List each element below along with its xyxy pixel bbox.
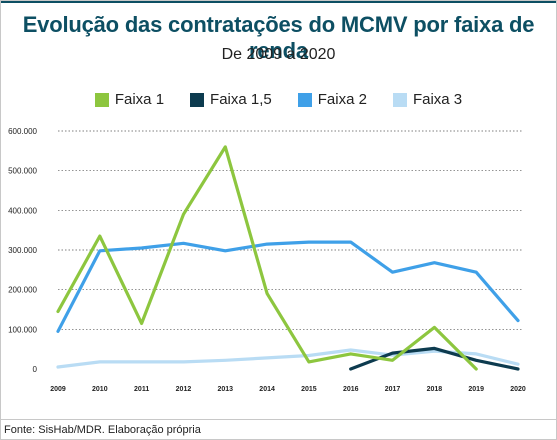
footer-rule xyxy=(0,419,557,420)
x-tick-label: 2016 xyxy=(343,386,359,393)
legend-label-faixa-1-5: Faixa 1,5 xyxy=(210,91,272,108)
x-tick-label: 2013 xyxy=(217,386,233,393)
x-tick-label: 2014 xyxy=(259,386,275,393)
y-tick-label: 200.000 xyxy=(8,286,37,295)
x-tick-label: 2011 xyxy=(134,386,149,393)
legend-swatch-faixa-1 xyxy=(94,92,109,107)
legend-swatch-faixa-1-5 xyxy=(190,92,205,107)
legend-item-faixa-2: Faixa 2 xyxy=(297,91,367,108)
y-tick-label: 600.000 xyxy=(8,127,37,136)
legend-label-faixa-1: Faixa 1 xyxy=(114,91,165,108)
x-tick-label: 2017 xyxy=(385,386,401,393)
legend-item-faixa-3: Faixa 3 xyxy=(392,91,463,108)
top-rule xyxy=(0,0,557,3)
x-tick-label: 2018 xyxy=(427,386,443,393)
legend-label-faixa-3: Faixa 3 xyxy=(412,91,463,108)
legend-swatch-faixa-2 xyxy=(297,92,312,107)
y-tick-label: 500.000 xyxy=(8,167,37,176)
y-tick-label: 0 xyxy=(33,365,38,374)
chart-title: Evolução das contratações do MCMV por fa… xyxy=(22,12,535,63)
legend-item-faixa-1: Faixa 1 xyxy=(94,91,165,108)
y-tick-label: 300.000 xyxy=(8,246,37,255)
legend-swatch-faixa-3 xyxy=(392,92,407,107)
x-tick-label: 2012 xyxy=(176,386,192,393)
chart-subtitle: De 2009 a 2020 xyxy=(221,46,336,63)
chart-legend: Faixa 1 Faixa 1,5 Faixa 2 Faixa 3 xyxy=(0,91,557,108)
legend-label-faixa-2: Faixa 2 xyxy=(317,91,367,108)
series-line-faixa-2 xyxy=(56,240,520,333)
x-tick-label: 2015 xyxy=(301,386,317,393)
x-tick-label: 2010 xyxy=(92,386,108,393)
x-tick-label: 2020 xyxy=(510,386,526,393)
x-tick-label: 2019 xyxy=(468,386,484,393)
series-line-faixa-1 xyxy=(56,145,478,371)
source-note: Fonte: SisHab/MDR. Elaboração própria xyxy=(4,424,201,436)
x-tick-label: 2009 xyxy=(50,386,66,393)
legend-item-faixa-1-5: Faixa 1,5 xyxy=(190,91,272,108)
y-tick-label: 400.000 xyxy=(8,206,37,215)
y-tick-label: 100.000 xyxy=(8,325,37,334)
